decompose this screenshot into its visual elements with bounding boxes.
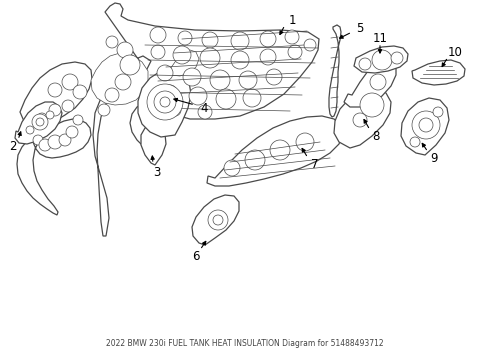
Circle shape	[62, 74, 78, 90]
Circle shape	[296, 133, 314, 151]
Circle shape	[151, 45, 165, 59]
Polygon shape	[329, 25, 341, 117]
Text: 4: 4	[200, 102, 208, 114]
Circle shape	[98, 104, 110, 116]
Polygon shape	[17, 62, 92, 215]
Circle shape	[202, 32, 218, 48]
Circle shape	[32, 114, 48, 130]
Circle shape	[160, 97, 170, 107]
Polygon shape	[334, 89, 391, 148]
Polygon shape	[15, 102, 62, 144]
Circle shape	[391, 52, 403, 64]
Circle shape	[36, 118, 44, 126]
Circle shape	[183, 68, 201, 86]
Circle shape	[147, 84, 183, 120]
Circle shape	[266, 69, 282, 85]
Circle shape	[231, 51, 249, 69]
Polygon shape	[93, 3, 319, 236]
Circle shape	[216, 89, 236, 109]
Circle shape	[410, 137, 420, 147]
Circle shape	[49, 104, 61, 116]
Circle shape	[150, 27, 166, 43]
Circle shape	[106, 36, 118, 48]
Circle shape	[169, 104, 181, 116]
Circle shape	[359, 58, 371, 70]
Circle shape	[117, 42, 133, 58]
Text: 2: 2	[9, 140, 17, 153]
Polygon shape	[91, 53, 148, 105]
Circle shape	[178, 31, 192, 45]
Circle shape	[33, 135, 43, 145]
Text: 3: 3	[153, 166, 161, 179]
Polygon shape	[138, 69, 191, 137]
Circle shape	[189, 87, 207, 105]
Circle shape	[73, 115, 83, 125]
Circle shape	[360, 93, 384, 117]
Circle shape	[157, 65, 173, 81]
Text: 8: 8	[372, 130, 380, 144]
Circle shape	[412, 111, 440, 139]
Text: 7: 7	[311, 158, 319, 171]
Circle shape	[198, 105, 212, 119]
Circle shape	[39, 139, 51, 151]
Text: 2022 BMW 230i FUEL TANK HEAT INSULATION Diagram for 51488493712: 2022 BMW 230i FUEL TANK HEAT INSULATION …	[106, 339, 384, 348]
Text: 5: 5	[356, 22, 364, 35]
Polygon shape	[130, 104, 161, 148]
Circle shape	[243, 89, 261, 107]
Circle shape	[239, 71, 257, 89]
Circle shape	[48, 135, 62, 149]
Circle shape	[419, 118, 433, 132]
Polygon shape	[354, 46, 408, 73]
Circle shape	[115, 74, 131, 90]
Circle shape	[173, 46, 191, 64]
Circle shape	[213, 215, 223, 225]
Circle shape	[304, 39, 316, 51]
Circle shape	[154, 91, 176, 113]
Circle shape	[260, 31, 276, 47]
Circle shape	[224, 160, 240, 176]
Circle shape	[260, 49, 276, 65]
Polygon shape	[168, 50, 199, 76]
Polygon shape	[207, 116, 343, 186]
Circle shape	[59, 134, 71, 146]
Circle shape	[208, 210, 228, 230]
Polygon shape	[192, 195, 239, 245]
Polygon shape	[401, 98, 449, 155]
Circle shape	[37, 113, 47, 123]
Circle shape	[62, 100, 74, 112]
Circle shape	[231, 32, 249, 50]
Text: 10: 10	[447, 45, 463, 58]
Circle shape	[46, 111, 54, 119]
Polygon shape	[344, 59, 396, 107]
Circle shape	[285, 30, 299, 44]
Circle shape	[163, 85, 177, 99]
Circle shape	[433, 107, 443, 117]
Circle shape	[66, 126, 78, 138]
Circle shape	[370, 74, 386, 90]
Circle shape	[210, 70, 230, 90]
Text: 9: 9	[430, 152, 438, 165]
Circle shape	[73, 85, 87, 99]
Text: 11: 11	[372, 31, 388, 45]
Circle shape	[353, 113, 367, 127]
Circle shape	[288, 45, 302, 59]
Text: 1: 1	[288, 13, 296, 27]
Circle shape	[372, 50, 392, 70]
Circle shape	[120, 55, 140, 75]
Polygon shape	[412, 60, 465, 85]
Circle shape	[245, 150, 265, 170]
Circle shape	[200, 48, 220, 68]
Circle shape	[270, 140, 290, 160]
Polygon shape	[141, 125, 166, 165]
Circle shape	[105, 88, 119, 102]
Circle shape	[48, 83, 62, 97]
Circle shape	[26, 126, 34, 134]
Text: 6: 6	[192, 251, 200, 264]
